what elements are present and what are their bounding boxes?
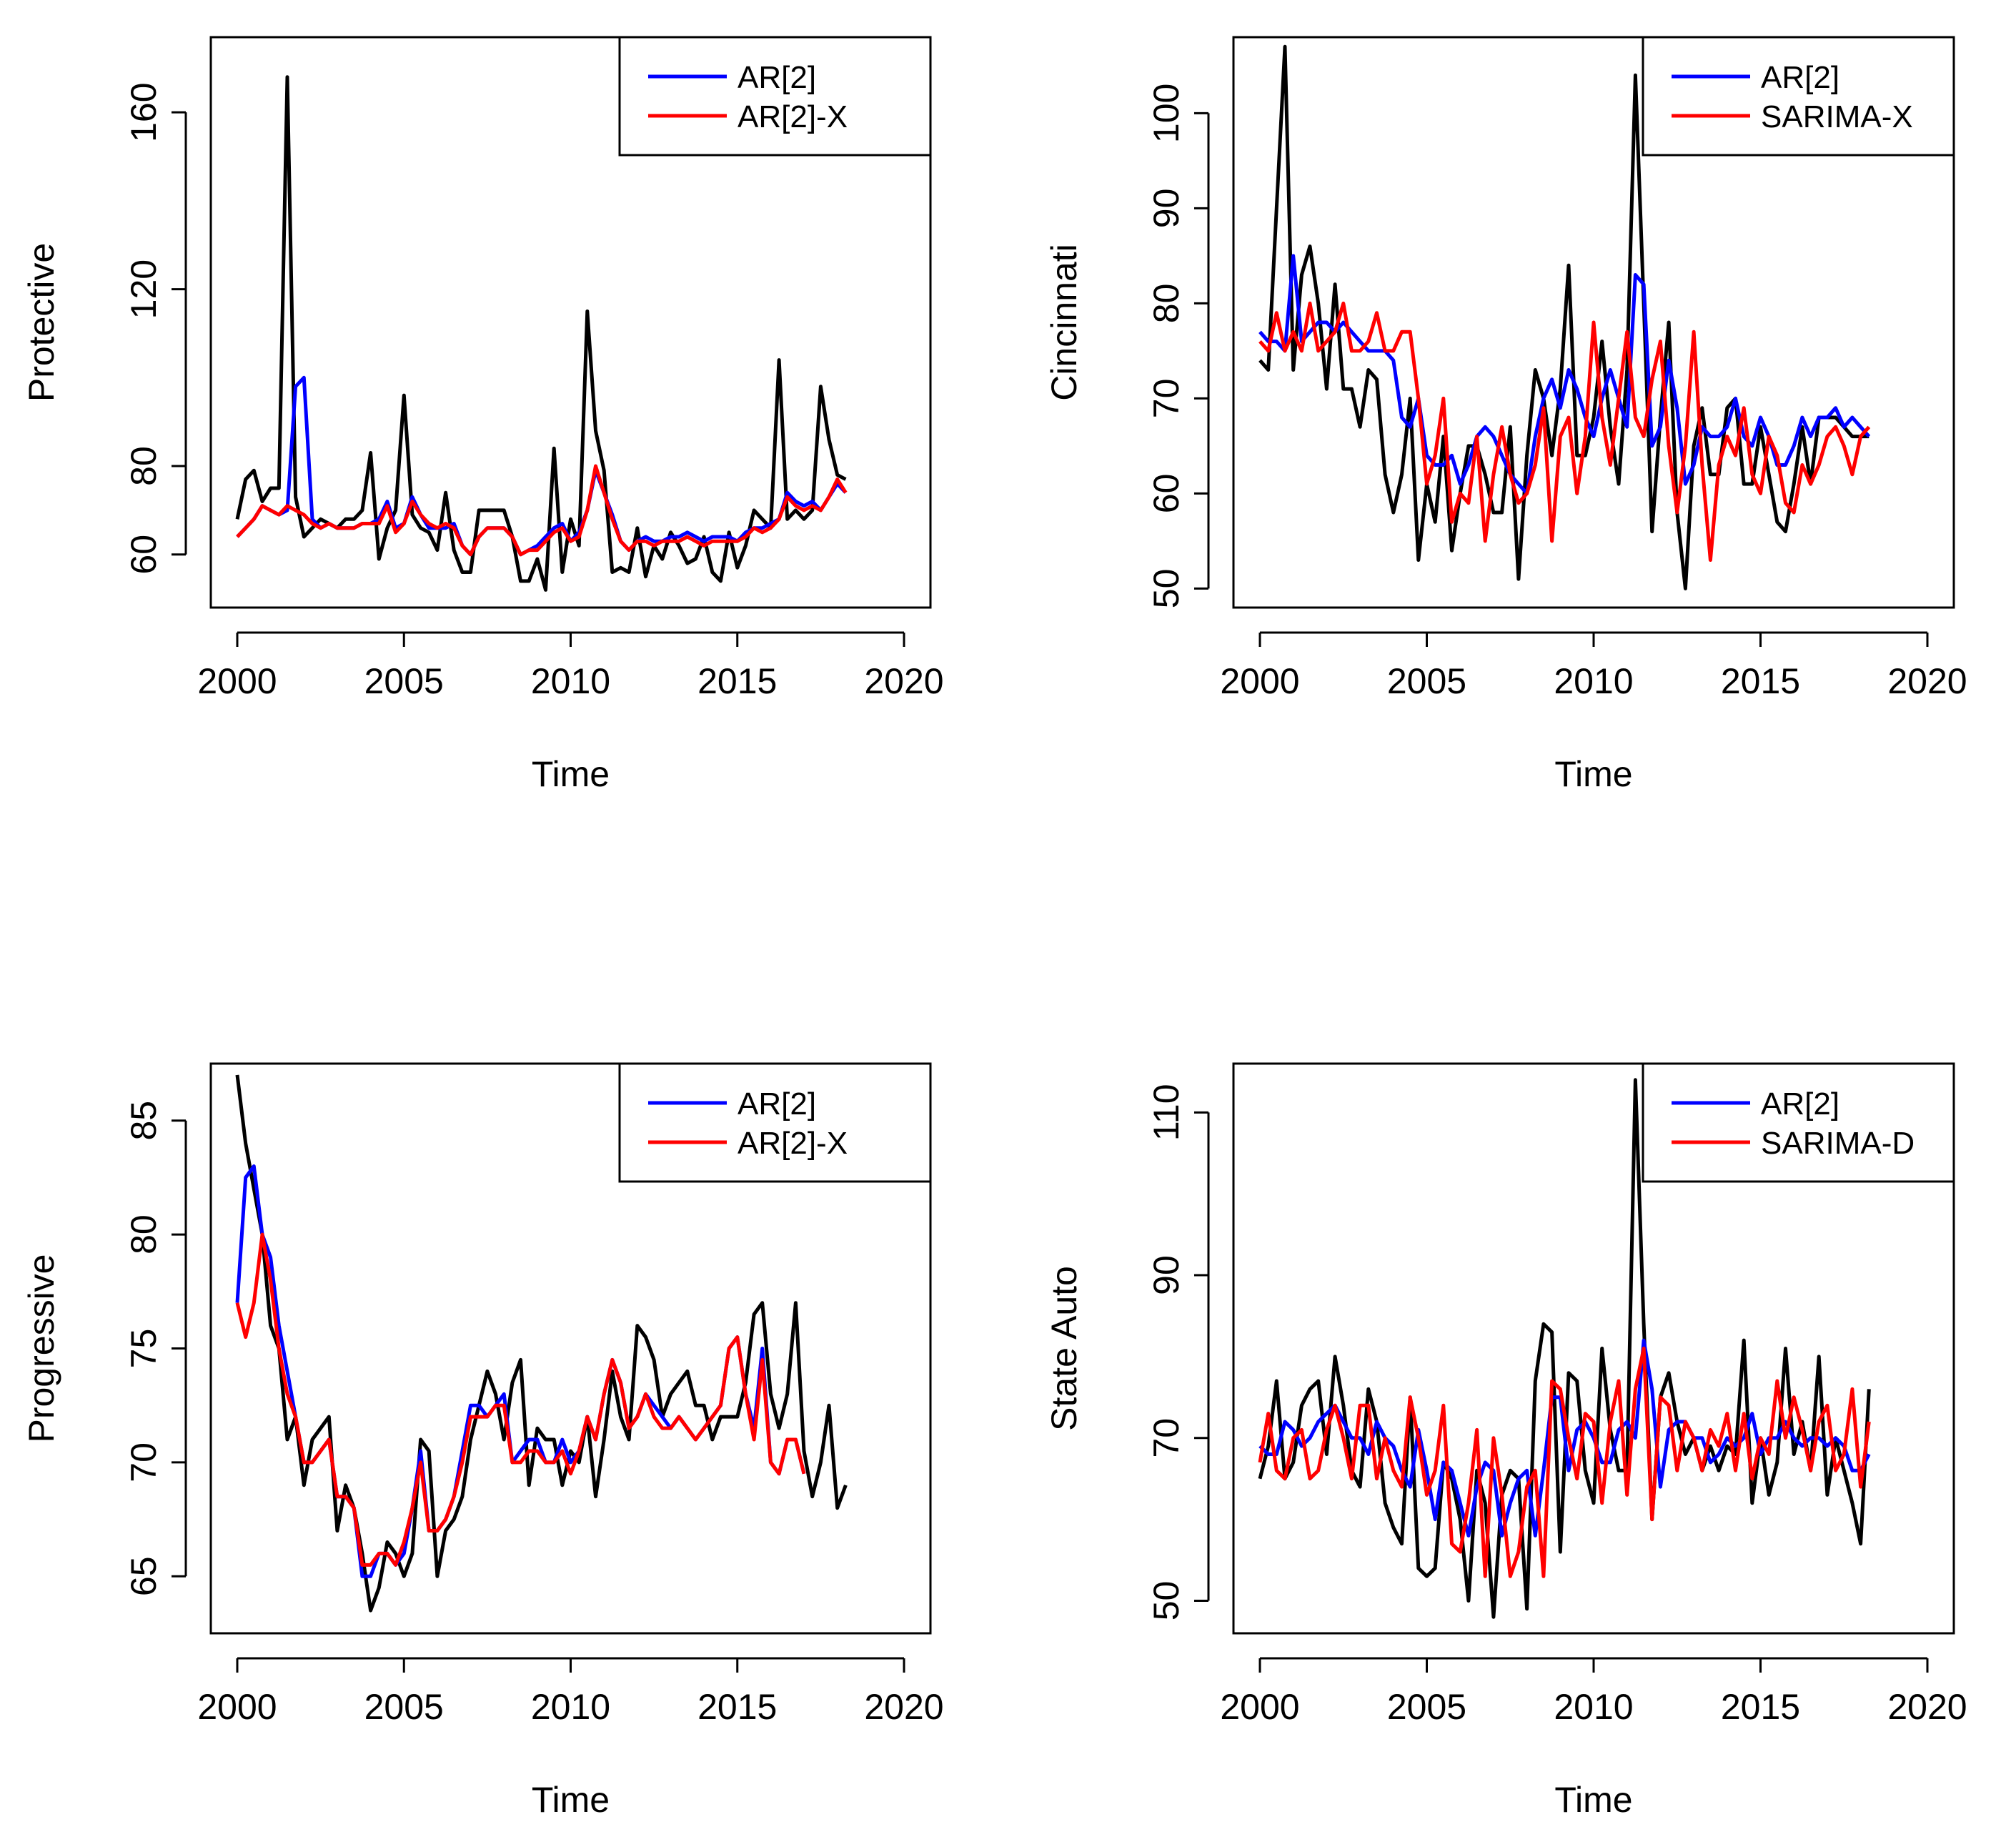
x-tick-label: 2015 <box>697 1687 777 1727</box>
y-tick-label: 80 <box>124 1214 164 1254</box>
legend-box <box>618 1062 932 1183</box>
legend-label: AR[2]-X <box>738 99 848 134</box>
y-tick-label: 70 <box>1146 379 1186 419</box>
x-tick-label: 2000 <box>197 661 277 701</box>
x-axis-label: Time <box>1554 1780 1632 1820</box>
y-tick-label: 50 <box>1146 1581 1186 1621</box>
x-axis-label: Time <box>1554 754 1632 794</box>
series-ar-2-x-line <box>236 464 848 557</box>
y-tick-label: 80 <box>124 446 164 486</box>
panel-4: 2000 2005 2010 2015 2020 50 70 90 110 Time State A… <box>1044 1062 1967 1820</box>
y-tick-label: 100 <box>1146 84 1186 143</box>
legend-label: AR[2] <box>738 60 816 95</box>
y-tick-label: 60 <box>124 535 164 575</box>
x-tick-label: 2005 <box>1387 1687 1466 1727</box>
x-tick-label: 2020 <box>1887 661 1967 701</box>
x-tick-label: 2000 <box>197 1687 277 1727</box>
series-observed-line <box>1258 44 1869 590</box>
series-ar-2--line <box>1258 254 1871 495</box>
legend-box <box>618 36 932 157</box>
x-tick-label: 2010 <box>1554 661 1633 701</box>
panel-1: 2000 2005 2010 2015 2020 60 80 120 160 Time Protec… <box>21 36 944 794</box>
panel-3: 2000 2005 2010 2015 2020 65 70 75 80 85 Time Progre… <box>21 1062 944 1820</box>
y-tick-label: 90 <box>1146 1255 1186 1295</box>
y-tick-label: 120 <box>124 259 164 319</box>
legend-label: AR[2] <box>738 1086 816 1121</box>
series-sarima-d-line <box>1258 1347 1871 1578</box>
y-tick-label: 60 <box>1146 474 1186 514</box>
legend: AR[2] SARIMA-D <box>1642 1062 1955 1183</box>
x-tick-label: 2020 <box>864 1687 943 1727</box>
x-tick-label: 2015 <box>697 661 777 701</box>
x-tick-label: 2015 <box>1721 661 1800 701</box>
legend: AR[2] AR[2]-X <box>618 1062 932 1183</box>
panel-2: 2000 2005 2010 2015 2020 50 60 70 80 90 100 Time Cin… <box>1044 36 1967 794</box>
y-tick-label: 160 <box>124 82 164 142</box>
x-tick-label: 2010 <box>531 1687 610 1727</box>
legend-box <box>1642 36 1955 157</box>
legend-label: SARIMA-X <box>1761 99 1913 134</box>
x-tick-label: 2010 <box>1554 1687 1633 1727</box>
y-axis-label: Cincinnati <box>1044 244 1084 401</box>
series-ar-2--line <box>1258 1338 1871 1538</box>
x-tick-label: 2010 <box>531 661 610 701</box>
x-tick-label: 2005 <box>364 661 444 701</box>
y-axis-label: State Auto <box>1044 1266 1084 1431</box>
y-tick-label: 90 <box>1146 189 1186 229</box>
y-axis-label: Protective <box>21 243 61 402</box>
plot-frame <box>1232 36 1955 609</box>
y-tick-label: 65 <box>124 1556 164 1596</box>
x-tick-label: 2020 <box>864 661 943 701</box>
legend: AR[2] SARIMA-X <box>1642 36 1955 157</box>
x-axis-label: Time <box>532 754 610 794</box>
legend-label: AR[2] <box>1761 60 1839 95</box>
legend-label: AR[2] <box>1761 1086 1839 1121</box>
y-tick-label: 85 <box>124 1101 164 1141</box>
x-tick-label: 2005 <box>364 1687 444 1727</box>
x-tick-label: 2005 <box>1387 661 1466 701</box>
y-tick-label: 50 <box>1146 569 1186 609</box>
y-tick-label: 80 <box>1146 284 1186 324</box>
legend-label: AR[2]-X <box>738 1126 848 1161</box>
y-tick-label: 70 <box>124 1442 164 1482</box>
x-axis-label: Time <box>532 1780 610 1820</box>
y-tick-label: 75 <box>124 1329 164 1369</box>
y-tick-label: 70 <box>1146 1418 1186 1458</box>
legend: AR[2] AR[2]-X <box>618 36 932 157</box>
legend-box <box>1642 1062 1955 1183</box>
x-tick-label: 2000 <box>1220 661 1299 701</box>
series-ar-2-x-line <box>235 1232 806 1567</box>
legend-label: SARIMA-D <box>1761 1126 1915 1161</box>
y-axis-label: Progressive <box>21 1254 61 1443</box>
plot-frame <box>1232 1062 1955 1635</box>
x-tick-label: 2000 <box>1220 1687 1299 1727</box>
series-observed-line <box>1258 1078 1871 1619</box>
plot-frame <box>209 1062 932 1635</box>
plot-frame <box>209 36 932 609</box>
x-tick-label: 2015 <box>1721 1687 1800 1727</box>
y-tick-label: 110 <box>1146 1084 1186 1141</box>
series-sarima-x-line <box>1258 301 1871 562</box>
x-tick-label: 2020 <box>1887 1687 1967 1727</box>
